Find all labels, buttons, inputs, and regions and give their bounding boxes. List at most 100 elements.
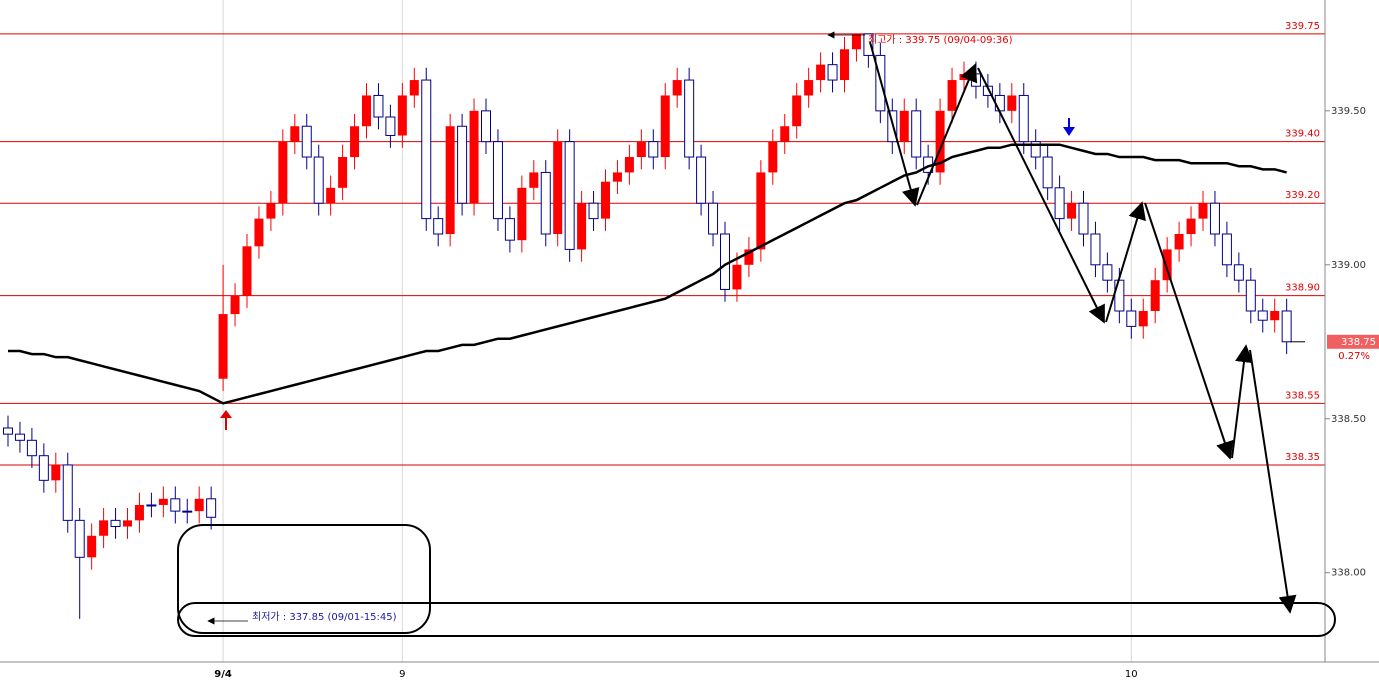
forecast-arrows bbox=[869, 41, 1297, 614]
y-tick-label: 339.50 bbox=[1331, 106, 1366, 117]
candle-body bbox=[110, 519, 121, 528]
x-tick-label: 9/4 bbox=[214, 669, 232, 680]
candle-body bbox=[206, 498, 217, 518]
y-tick-label: 339.00 bbox=[1331, 260, 1366, 271]
candle-body bbox=[38, 455, 49, 481]
highlight-box bbox=[177, 524, 431, 634]
reference-label: 338.90 bbox=[1285, 283, 1320, 294]
candle-body bbox=[1198, 203, 1208, 219]
candle-body bbox=[1007, 95, 1017, 111]
candle-body bbox=[146, 504, 157, 507]
candle-body bbox=[899, 110, 909, 142]
candle-body bbox=[1114, 279, 1125, 312]
candle-body bbox=[3, 427, 13, 435]
candle-body bbox=[1054, 187, 1065, 220]
candle-body bbox=[648, 141, 659, 158]
candle-body bbox=[182, 510, 193, 513]
candle-body bbox=[194, 498, 204, 512]
candle-body bbox=[720, 233, 730, 290]
candle-body bbox=[994, 94, 1005, 112]
candle-body bbox=[517, 187, 527, 241]
candle-body bbox=[481, 110, 491, 143]
candle-body bbox=[684, 79, 695, 158]
candle-body bbox=[851, 33, 861, 50]
candles bbox=[3, 33, 1292, 619]
reference-label: 339.40 bbox=[1285, 129, 1320, 140]
candle-body bbox=[601, 181, 610, 219]
candle-body bbox=[1078, 202, 1089, 235]
candle-body bbox=[301, 125, 312, 158]
candle-body bbox=[1221, 233, 1232, 266]
arrow bbox=[977, 67, 1105, 324]
candle-body bbox=[1067, 203, 1077, 219]
candle-body bbox=[1257, 310, 1268, 321]
candle-body bbox=[947, 80, 957, 111]
arrow bbox=[916, 63, 978, 206]
candle-body bbox=[350, 126, 360, 158]
moving-average-line bbox=[8, 143, 1287, 405]
x-tick-label: 9 bbox=[399, 669, 405, 680]
candle-body bbox=[911, 110, 922, 158]
candle-body bbox=[421, 79, 432, 220]
candle-body bbox=[1102, 264, 1113, 281]
candle-body bbox=[409, 80, 419, 96]
candle-body bbox=[744, 249, 754, 265]
candle-body bbox=[1174, 234, 1184, 250]
reference-label: 338.55 bbox=[1285, 390, 1320, 401]
candle-body bbox=[588, 202, 599, 220]
candle-body bbox=[935, 110, 945, 173]
candle-body bbox=[87, 535, 97, 558]
candle-body bbox=[792, 95, 802, 127]
candle-body bbox=[242, 246, 252, 296]
candle-body bbox=[840, 49, 849, 81]
candle-body bbox=[672, 80, 682, 96]
candle-body bbox=[1018, 94, 1029, 143]
candle-body bbox=[362, 95, 371, 127]
annotations: 최고가 : 339.75 (09/04-09:36) 최저가 : 337.85 … bbox=[177, 31, 1336, 637]
arrow bbox=[1105, 201, 1146, 323]
candle-body bbox=[768, 141, 778, 173]
current-price-label: 338.75 bbox=[1341, 337, 1376, 348]
candle-body bbox=[134, 504, 144, 521]
candle-body bbox=[577, 203, 587, 250]
y-tick-label: 338.00 bbox=[1331, 568, 1366, 579]
candle-body bbox=[636, 141, 646, 158]
candle-body bbox=[170, 498, 181, 512]
candle-body bbox=[397, 95, 407, 136]
candle-body bbox=[230, 295, 240, 315]
candle-body bbox=[290, 126, 300, 142]
candle-body bbox=[624, 157, 634, 173]
candle-body bbox=[1126, 310, 1137, 327]
candle-body bbox=[445, 126, 455, 235]
target-box bbox=[177, 602, 1336, 637]
candle-body bbox=[696, 156, 707, 204]
candle-body bbox=[74, 519, 85, 558]
candle-body bbox=[26, 439, 37, 457]
candle-body bbox=[278, 141, 288, 204]
candle-body bbox=[732, 264, 742, 290]
axis-labels: 9/4 9 10 339.50 339.00 338.50 338.00 339.75 339.… bbox=[214, 21, 1379, 680]
candle-body bbox=[313, 156, 324, 204]
candle-body bbox=[816, 64, 826, 81]
candle-body bbox=[266, 203, 276, 219]
candle-body bbox=[1138, 310, 1148, 327]
candle-body bbox=[1150, 280, 1160, 311]
arrow bbox=[1231, 344, 1253, 459]
candle-body bbox=[1162, 249, 1172, 281]
candle-body bbox=[14, 433, 25, 441]
candle-body bbox=[612, 172, 622, 182]
candle-body bbox=[1042, 156, 1053, 189]
current-price-box bbox=[1327, 334, 1379, 349]
candle-body bbox=[385, 116, 396, 136]
candle-body bbox=[708, 202, 719, 235]
candle-body bbox=[492, 141, 503, 220]
candle-body bbox=[504, 218, 515, 241]
candle-body bbox=[1245, 279, 1256, 312]
arrow bbox=[1144, 202, 1234, 460]
candle-body bbox=[326, 187, 336, 204]
y-tick-label: 338.50 bbox=[1331, 414, 1366, 425]
candle-body bbox=[62, 464, 73, 521]
